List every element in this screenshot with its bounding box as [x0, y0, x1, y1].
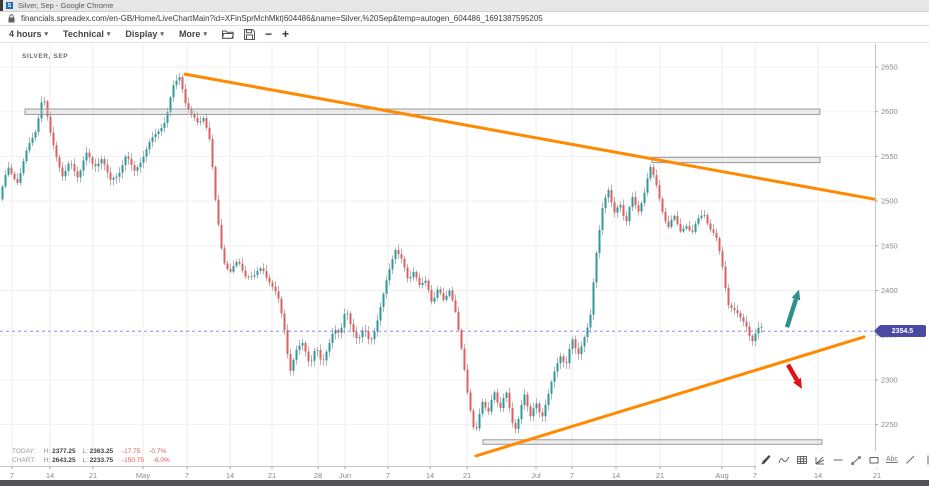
drawing-tools-palette: Abc: [756, 451, 929, 468]
mid-resistance-zone[interactable]: [651, 156, 821, 164]
lower-support-zone[interactable]: [482, 439, 823, 445]
open-folder-icon[interactable]: [221, 29, 234, 39]
tool-trend-segment-icon[interactable]: [850, 454, 862, 466]
tool-polyline-icon[interactable]: [778, 454, 790, 466]
tool-vertical-line-icon[interactable]: [922, 454, 929, 466]
zoom-in-icon[interactable]: +: [281, 27, 289, 41]
y-axis-label: 2600: [881, 107, 898, 116]
legend-today-high: 2377.25: [52, 448, 76, 455]
menu-technical[interactable]: Technical ▾: [63, 29, 110, 39]
chart-toolbar: 4 hours ▾ Technical ▾ Display ▾ More ▾: [0, 26, 929, 43]
gridlines: [0, 44, 875, 466]
current-price-tag: 2354.5: [874, 325, 926, 337]
x-axis-label: 21: [873, 471, 881, 480]
legend-chart-high: 2643.25: [52, 456, 76, 464]
chevron-down-icon: ▾: [106, 31, 111, 38]
y-axis-label: 2550: [881, 152, 898, 161]
legend-chart-low: 2233.75: [89, 456, 114, 464]
bullish-arrow[interactable]: [784, 289, 801, 328]
menu-technical-label: Technical: [63, 29, 104, 39]
tool-horizontal-line-icon[interactable]: [832, 454, 844, 466]
menu-display[interactable]: Display ▾: [125, 29, 164, 39]
chevron-down-icon: ▾: [44, 31, 49, 38]
legend-chart-change: -150.75: [121, 456, 145, 464]
tool-text-label: Abc: [886, 456, 899, 463]
save-icon[interactable]: [243, 28, 255, 40]
upper-resistance-zone[interactable]: [24, 108, 821, 115]
menu-timeframe[interactable]: 4 hours ▾: [9, 29, 48, 39]
y-axis-label: 2400: [881, 286, 898, 295]
x-axis-label: 28: [314, 471, 322, 480]
legend-today-change: -17.75: [121, 448, 141, 455]
x-axis-label: 7: [185, 471, 189, 480]
tool-grid-icon[interactable]: [796, 454, 808, 466]
legend-today-change-pct: -0.7%: [149, 448, 167, 455]
x-axis-label: May: [136, 471, 150, 480]
candlestick-series: [1, 73, 763, 434]
tool-marker-icon[interactable]: [760, 454, 772, 466]
menu-more-label: More: [178, 29, 201, 39]
menu-timeframe-label: 4 hours: [9, 29, 42, 39]
y-axis-label: 2300: [881, 375, 898, 384]
tool-fan-icon[interactable]: [814, 454, 826, 466]
url-text[interactable]: financials.spreadex.com/en-GB/Home/LiveC…: [21, 14, 543, 23]
legend-chart-label: CHART:: [12, 456, 36, 464]
x-axis-label: 7: [570, 471, 574, 480]
legend-today-label: TODAY:: [12, 448, 36, 455]
favicon-icon: S: [6, 2, 13, 9]
window-title: Silver, Sep - Google Chrome: [18, 1, 114, 10]
x-axis-label: 21: [656, 471, 664, 480]
legend-l-label: L:: [82, 448, 88, 455]
y-axis-label: 2250: [881, 420, 898, 429]
tool-ray-icon[interactable]: [904, 454, 916, 466]
legend-today-low: 2363.25: [89, 448, 114, 455]
window-titlebar: S Silver, Sep - Google Chrome: [0, 0, 929, 12]
legend-h-label: H:: [43, 456, 51, 464]
ascending-support[interactable]: [474, 335, 866, 458]
x-axis-label: 21: [463, 471, 471, 480]
descending-resistance[interactable]: [183, 72, 877, 201]
x-axis-label: 14: [46, 471, 54, 480]
legend-h-label: H:: [43, 448, 51, 455]
y-axis-label: 2450: [881, 241, 898, 250]
x-axis-label: 7: [10, 471, 14, 480]
legend-chart-change-pct: -6.0%: [152, 456, 170, 464]
x-axis-label: 14: [226, 471, 234, 480]
chart-symbol-label: SILVER, SEP: [22, 53, 69, 60]
window-edge: [0, 0, 3, 11]
x-axis-label: 7: [753, 471, 757, 480]
tool-text-icon[interactable]: Abc: [886, 456, 898, 463]
address-bar[interactable]: financials.spreadex.com/en-GB/Home/LiveC…: [0, 12, 929, 26]
chevron-down-icon: ▾: [203, 31, 207, 38]
legend-l-label: L:: [82, 456, 88, 464]
y-axis-label: 2650: [881, 63, 898, 72]
menu-more[interactable]: More ▾: [179, 29, 207, 39]
menu-display-label: Display: [125, 29, 158, 39]
tool-rectangle-icon[interactable]: [868, 454, 880, 466]
candlestick-chart[interactable]: 2650260025502500245024002350230022507142…: [0, 44, 929, 480]
x-axis-label: 7: [386, 471, 390, 480]
bearish-arrow[interactable]: [786, 363, 802, 389]
zoom-out-icon[interactable]: −: [264, 27, 272, 41]
padlock-icon: [8, 14, 15, 23]
x-axis-label: 14: [612, 471, 620, 480]
x-axis-label: 21: [89, 471, 97, 480]
window-bottom-edge: [0, 480, 929, 486]
chart-legend: TODAY: H: 2377.25 L: 2363.25 -17.75 -0.7…: [12, 448, 170, 465]
x-axis-label: 14: [426, 471, 434, 480]
y-axis-label: 2500: [881, 197, 898, 206]
legend-row-today: TODAY: H: 2377.25 L: 2363.25 -17.75 -0.7…: [12, 448, 170, 457]
chevron-down-icon: ▾: [160, 31, 164, 38]
x-axis-label: 21: [268, 471, 276, 480]
legend-row-chart: CHART: H: 2643.25 L: 2233.75 -150.75 -6.…: [12, 457, 170, 466]
x-axis-label: Aug: [715, 471, 728, 480]
x-axis-label: Jun: [339, 471, 351, 480]
x-axis-label: 14: [814, 471, 822, 480]
x-axis-label: Jul: [531, 471, 541, 480]
